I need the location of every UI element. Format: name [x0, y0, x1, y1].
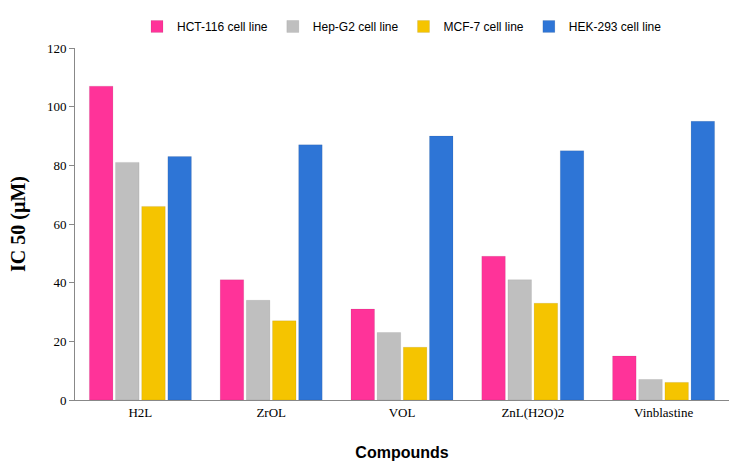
svg-text:60: 60: [53, 217, 66, 232]
svg-text:100: 100: [47, 99, 67, 114]
svg-text:Compounds: Compounds: [355, 444, 448, 461]
svg-text:VOL: VOL: [389, 405, 416, 420]
svg-text:Vinblastine: Vinblastine: [634, 405, 693, 420]
svg-text:IC 50 (µM): IC 50 (µM): [7, 176, 30, 272]
svg-text:120: 120: [47, 41, 67, 56]
svg-text:40: 40: [53, 275, 66, 290]
svg-text:0: 0: [60, 393, 67, 408]
svg-text:HEK-293 cell line: HEK-293 cell line: [569, 20, 661, 34]
svg-text:HCT-116 cell line: HCT-116 cell line: [177, 20, 268, 34]
svg-text:20: 20: [53, 334, 66, 349]
svg-text:H2L: H2L: [128, 405, 152, 420]
svg-text:ZnL(H2O)2: ZnL(H2O)2: [501, 405, 564, 420]
svg-text:ZrOL: ZrOL: [256, 405, 286, 420]
svg-text:Hep-G2 cell line: Hep-G2 cell line: [313, 20, 399, 34]
svg-text:80: 80: [53, 158, 66, 173]
svg-text:MCF-7 cell line: MCF-7 cell line: [444, 20, 524, 34]
